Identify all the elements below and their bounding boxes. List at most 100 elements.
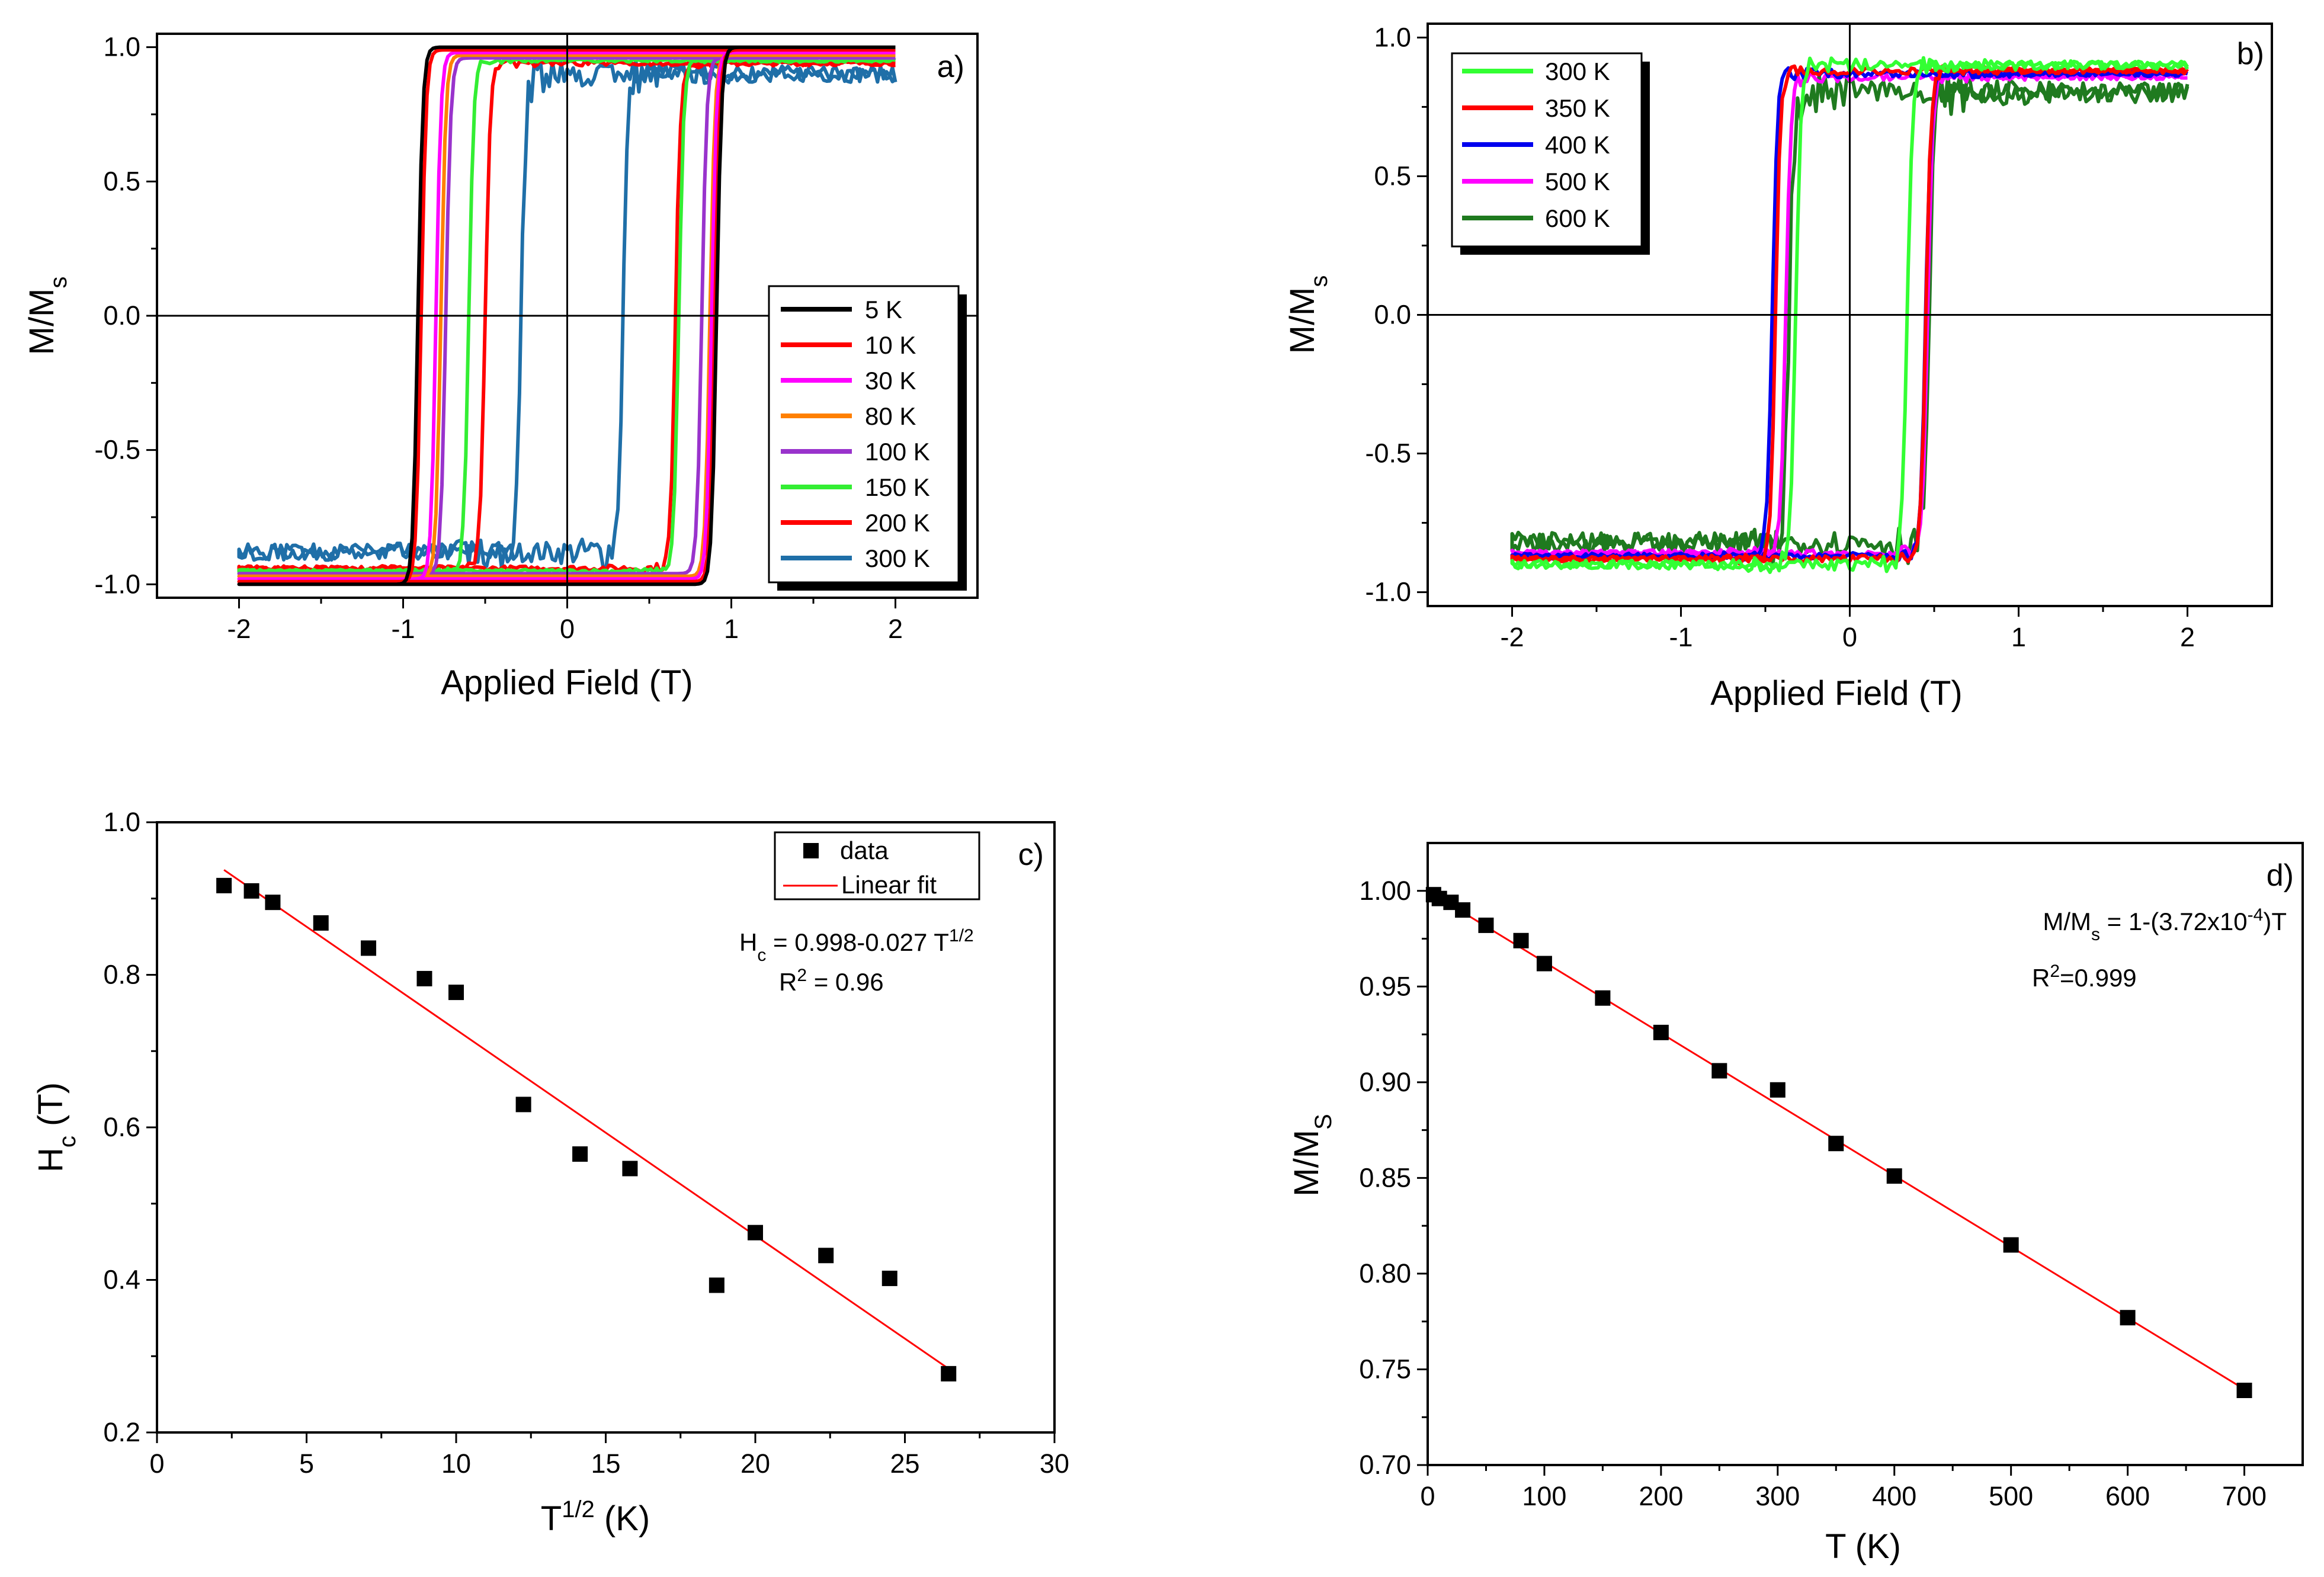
panel-b-legend: 300 K 350 K 400 K 500 K 600 K bbox=[1451, 52, 1650, 255]
x-tick-label: -2 bbox=[1500, 622, 1524, 652]
panel-d-data-point bbox=[2120, 1310, 2136, 1326]
x-tick-label: 30 bbox=[1040, 1448, 1069, 1479]
panel-c-equation: Hc = 0.998-0.027 T1/2 bbox=[739, 926, 974, 965]
panel-d-data-point bbox=[1886, 1168, 1902, 1184]
panel-a-series-100k bbox=[237, 56, 896, 576]
x-tick-label: 2 bbox=[2180, 622, 2195, 652]
panel-b-legend-label: 500 K bbox=[1545, 168, 1610, 195]
panel-b-label: b) bbox=[2237, 37, 2264, 71]
panel-a-series-5k bbox=[237, 45, 896, 586]
panel-b-xlabel: Applied Field (T) bbox=[1710, 674, 1962, 713]
panel-a-legend: 5 K 10 K 30 K 80 K 100 K 150 K 200 K 300 K bbox=[768, 285, 967, 591]
panel-b-series-350k bbox=[1510, 63, 2189, 566]
panel-a-legend-label: 300 K bbox=[865, 544, 930, 572]
panel-a-legend-label: 80 K bbox=[865, 402, 916, 430]
panel-c-data-point bbox=[448, 985, 464, 1001]
panel-a: -2 -1 0 1 2 -1.0 -0.5 0.0 0.5 1.0 a) Applied Fiel… bbox=[23, 32, 979, 702]
panel-b-ticks: -2 -1 0 1 2 -1.0 -0.5 0.0 0.5 1.0 bbox=[1365, 22, 2195, 652]
panel-a-xlabel: Applied Field (T) bbox=[441, 664, 693, 702]
panel-b-series-600k bbox=[1510, 72, 2190, 565]
panel-c-data-point bbox=[748, 1225, 763, 1241]
panel-c-data-point bbox=[818, 1248, 834, 1264]
x-tick-label: 5 bbox=[299, 1448, 314, 1479]
panel-c-legend-data: data bbox=[840, 836, 889, 864]
x-tick-label: -1 bbox=[1669, 622, 1692, 652]
y-tick-label: 0.5 bbox=[1374, 161, 1411, 191]
panel-c-data-point bbox=[265, 895, 281, 911]
panel-d-data-point bbox=[2236, 1383, 2252, 1398]
panel-a-ylabel: M/Ms bbox=[23, 277, 72, 355]
panel-a-legend-label: 100 K bbox=[865, 438, 930, 466]
y-tick-label: 0.70 bbox=[1359, 1450, 1411, 1480]
panel-d: 0 100 200 300 400 500 600 700 0.70 0.75 0.80 0.85 0.… bbox=[1287, 842, 2304, 1566]
panel-c-data-point bbox=[622, 1161, 638, 1177]
panel-b: -2 -1 0 1 2 -1.0 -0.5 0.0 0.5 1.0 b) Applied Fiel… bbox=[1283, 22, 2273, 713]
x-tick-label: 15 bbox=[591, 1448, 620, 1479]
panel-c-xlabel: T1/2 (K) bbox=[541, 1496, 650, 1538]
y-tick-label: 0.8 bbox=[103, 960, 140, 990]
x-tick-label: -1 bbox=[391, 614, 415, 644]
x-tick-label: 200 bbox=[1639, 1481, 1683, 1511]
panel-c: 0 5 10 15 20 25 30 0.2 0.4 0.6 0.8 1.0 c) data Line… bbox=[31, 807, 1069, 1538]
y-tick-label: 0.4 bbox=[103, 1265, 140, 1295]
y-tick-label: -0.5 bbox=[94, 435, 140, 465]
panel-c-data-point bbox=[941, 1366, 957, 1382]
panel-d-data-point bbox=[2003, 1237, 2019, 1253]
panel-b-legend-label: 300 K bbox=[1545, 57, 1610, 85]
x-tick-label: 0 bbox=[149, 1448, 164, 1479]
panel-c-data-point bbox=[416, 970, 432, 986]
x-tick-label: 2 bbox=[888, 614, 903, 644]
y-tick-label: 0.0 bbox=[103, 300, 140, 331]
panel-c-plot-frame bbox=[156, 821, 1056, 1434]
panel-d-data-point bbox=[1653, 1024, 1669, 1040]
panel-a-legend-label: 150 K bbox=[865, 473, 930, 501]
panel-b-legend-label: 600 K bbox=[1545, 204, 1610, 232]
y-tick-label: 0.95 bbox=[1359, 971, 1411, 1001]
panel-d-equation: M/Ms = 1-(3.72x10-4)T bbox=[2043, 905, 2287, 944]
x-tick-label: 1 bbox=[2011, 622, 2026, 652]
y-tick-label: 1.0 bbox=[1374, 22, 1411, 52]
panel-a-series-300k bbox=[237, 57, 897, 570]
panel-d-data-point bbox=[1828, 1136, 1844, 1152]
panel-a-series-150k bbox=[237, 56, 896, 575]
y-tick-label: 0.5 bbox=[103, 166, 140, 196]
panel-c-data-point bbox=[572, 1146, 588, 1162]
x-tick-label: 0 bbox=[560, 614, 575, 644]
panel-c-data-point bbox=[243, 883, 259, 899]
panel-b-legend-label: 400 K bbox=[1545, 131, 1610, 159]
y-tick-label: 0.80 bbox=[1359, 1258, 1411, 1288]
panel-a-legend-label: 5 K bbox=[865, 296, 902, 323]
panel-c-legend: data Linear fit bbox=[774, 831, 980, 900]
panel-d-data-point bbox=[1595, 990, 1611, 1006]
panel-c-data-point bbox=[361, 940, 377, 956]
panel-b-curves bbox=[1510, 56, 2190, 574]
y-tick-label: 0.2 bbox=[103, 1417, 140, 1447]
y-tick-label: 1.0 bbox=[103, 807, 140, 837]
x-tick-label: -2 bbox=[227, 614, 251, 644]
panel-c-ticks: 0 5 10 15 20 25 30 0.2 0.4 0.6 0.8 1.0 bbox=[103, 807, 1069, 1479]
panel-c-ylabel: Hc (T) bbox=[31, 1082, 81, 1172]
x-tick-label: 10 bbox=[441, 1448, 471, 1479]
panel-b-ylabel: M/Ms bbox=[1283, 275, 1332, 354]
y-tick-label: 0.85 bbox=[1359, 1162, 1411, 1193]
panel-a-series-200k bbox=[237, 57, 896, 575]
y-tick-label: 0.0 bbox=[1374, 300, 1411, 330]
panel-c-data-point bbox=[313, 915, 329, 931]
panel-d-plot-frame bbox=[1427, 842, 2304, 1466]
x-tick-label: 500 bbox=[1989, 1481, 2033, 1511]
panel-c-r2: R2 = 0.96 bbox=[779, 966, 884, 996]
panel-d-data-point bbox=[1770, 1082, 1786, 1098]
panel-a-label: a) bbox=[937, 50, 964, 84]
panel-c-legend-data-marker bbox=[803, 843, 819, 858]
panel-d-xlabel: T (K) bbox=[1825, 1527, 1901, 1566]
panel-b-legend-label: 350 K bbox=[1545, 94, 1610, 122]
panel-a-curves bbox=[237, 45, 897, 586]
panel-a-legend-label: 10 K bbox=[865, 331, 916, 359]
y-tick-label: -1.0 bbox=[1365, 577, 1411, 607]
x-tick-label: 25 bbox=[890, 1448, 919, 1479]
panel-d-r2: R2=0.999 bbox=[2032, 961, 2137, 992]
x-tick-label: 0 bbox=[1420, 1481, 1435, 1511]
panel-c-fit-line bbox=[223, 869, 950, 1370]
y-tick-label: -0.5 bbox=[1365, 438, 1411, 469]
y-tick-label: 0.6 bbox=[103, 1112, 140, 1142]
